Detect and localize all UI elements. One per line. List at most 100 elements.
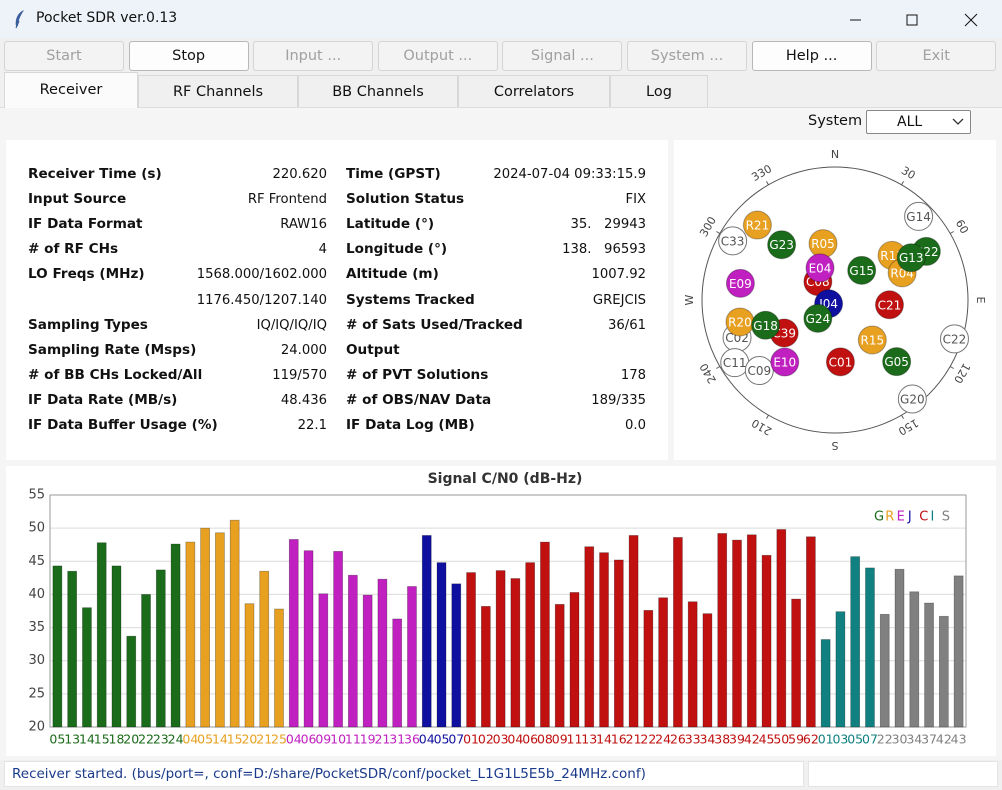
azimuth-label: 120: [951, 361, 973, 386]
satellite-label: G24: [806, 312, 831, 326]
info-label: # of RF CHs: [28, 241, 119, 258]
x-tick-label: 04: [507, 732, 523, 747]
satellite: [847, 255, 877, 285]
x-tick-label: 07: [862, 732, 878, 747]
info-value: 2024-07-04 09:33:15.9: [493, 167, 646, 182]
bar: [318, 593, 329, 728]
bar: [687, 601, 698, 728]
direction-label: W: [683, 294, 696, 305]
bar: [791, 598, 801, 728]
satellite: [751, 310, 781, 340]
x-tick-label: 21: [626, 732, 642, 747]
close-button[interactable]: [964, 13, 978, 27]
info-label: Altitude (m): [346, 266, 439, 283]
satellite-label: C09: [748, 364, 772, 378]
legend-entry: E: [897, 510, 905, 525]
azimuth-tick: [901, 181, 904, 186]
x-tick-label: 21: [256, 732, 272, 747]
y-tick-label: 50: [28, 521, 45, 536]
toolbar-button[interactable]: Start: [4, 41, 124, 71]
bar: [96, 542, 107, 728]
system-select[interactable]: ALL: [866, 110, 971, 134]
dropdown-arrow: [952, 118, 964, 125]
info-value: 178: [620, 367, 646, 383]
bar: [348, 574, 358, 728]
bar: [451, 583, 462, 728]
azimuth-label: 60: [953, 217, 971, 236]
azimuth-label: 300: [697, 214, 719, 239]
toolbar-button[interactable]: Exit: [876, 41, 997, 71]
bar: [953, 575, 964, 728]
satellite: [896, 243, 926, 273]
info-value: 36/61: [607, 317, 646, 333]
bar: [584, 546, 595, 728]
azimuth-tick: [766, 181, 769, 186]
tab[interactable]: Correlators: [458, 75, 610, 107]
info-value: 1176.450/1207.140: [196, 292, 327, 308]
window-title: Pocket SDR ver.0.13: [36, 10, 178, 26]
tab[interactable]: Receiver: [4, 72, 138, 108]
satellite: [803, 303, 833, 333]
bar: [820, 639, 831, 728]
direction-label: S: [831, 439, 838, 452]
receiver-info: Receiver Time (s) 220.620 Input Source RF F…: [6, 140, 668, 460]
x-tick-label: 43: [951, 732, 967, 747]
bar: [554, 604, 565, 728]
toolbar-button[interactable]: Signal ...: [502, 41, 623, 71]
satellite-label: E10: [773, 356, 796, 370]
x-tick-label: 06: [301, 732, 317, 747]
x-tick-label: 33: [685, 732, 701, 747]
x-tick-label: 37: [921, 732, 937, 747]
x-tick-label: 01: [463, 732, 479, 747]
satellite-label: C33: [721, 234, 745, 248]
toolbar-button[interactable]: Help ...: [751, 41, 872, 71]
x-tick-label: 30: [892, 732, 908, 747]
x-tick-label: 15: [227, 732, 243, 747]
bar: [717, 533, 728, 728]
app-icon: [15, 10, 24, 29]
tab[interactable]: Log: [610, 75, 708, 107]
status-extra: [808, 761, 998, 787]
tab[interactable]: RF Channels: [138, 75, 298, 107]
tab[interactable]: BB Channels: [298, 75, 458, 107]
x-tick-label: 38: [714, 732, 730, 747]
satellite: [725, 268, 755, 298]
satellite: [939, 324, 969, 354]
azimuth-tick: [949, 231, 954, 234]
bar: [200, 527, 210, 728]
maximize-button[interactable]: [906, 14, 918, 26]
bar: [421, 535, 432, 728]
bar: [229, 519, 240, 728]
x-tick-label: 05: [197, 732, 213, 747]
toolbar-button[interactable]: Output ...: [377, 41, 498, 71]
bar: [599, 552, 609, 728]
bar: [938, 615, 949, 728]
x-tick-label: 04: [419, 732, 435, 747]
satellite-label: C11: [723, 356, 747, 370]
x-tick-label: 45: [759, 732, 775, 747]
bar: [613, 559, 624, 728]
horizon-circle: [701, 166, 969, 434]
satellite: [882, 347, 912, 377]
y-tick-label: 45: [28, 554, 45, 569]
toolbar-button[interactable]: Stop: [128, 41, 249, 71]
azimuth-tick: [766, 414, 769, 419]
satellite-label: G20: [900, 392, 925, 406]
info-label: IF Data Rate (MB/s): [28, 391, 178, 408]
x-tick-label: 13: [64, 732, 80, 747]
satellite: [805, 253, 835, 283]
info-value: 24.000: [280, 342, 327, 358]
x-tick-label: 11: [345, 732, 361, 747]
y-tick-label: 30: [28, 653, 45, 668]
bar: [362, 594, 373, 728]
sky-plot: NESW3060120150210240300330C33G14C02C11C0…: [674, 140, 996, 460]
bar: [215, 532, 225, 728]
x-tick-label: 50: [773, 732, 789, 747]
legend-entry: R: [885, 510, 894, 525]
info-value: 4: [318, 242, 327, 258]
toolbar-button[interactable]: System ...: [627, 41, 747, 71]
satellite-label: G18: [753, 319, 778, 333]
toolbar-button[interactable]: Input ...: [253, 41, 374, 71]
info-label: Receiver Time (s): [28, 166, 162, 182]
satellite-label: G05: [884, 355, 909, 369]
